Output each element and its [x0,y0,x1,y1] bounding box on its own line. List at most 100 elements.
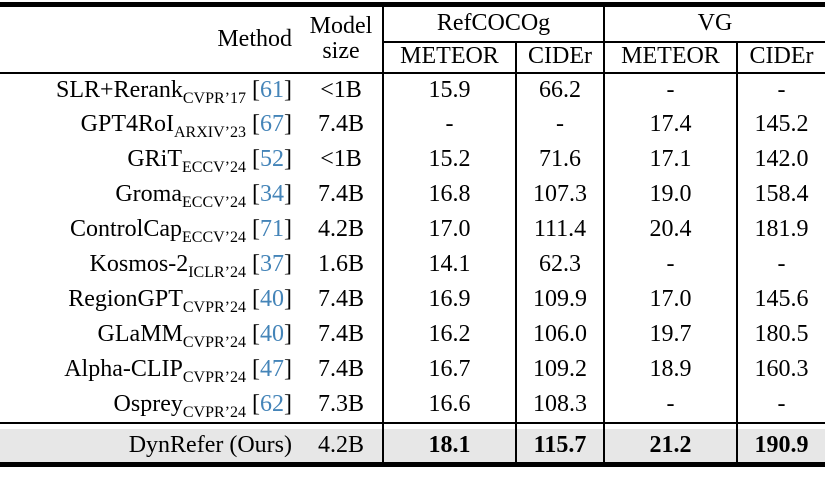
venue-subscript: ECCV’24 [182,159,246,177]
group-header-vg: VG [602,4,825,43]
vg-cider-cell: 181.9 [735,212,825,248]
method-cell: DynRefer (Ours) [0,428,300,465]
ours-row: DynRefer (Ours) 4.2B 18.1 115.7 21.2 190.9 [0,428,825,465]
model-size-cell: 7.4B [317,181,364,208]
model-size-cell: 7.3B [300,387,383,424]
refcocog-meteor-cell: 18.1 [382,428,516,465]
citation-link[interactable]: 62 [260,390,284,417]
table-header: Method Model size RefCOCOg VG METEOR CID… [0,4,825,74]
citation-link[interactable]: 71 [260,216,284,243]
header-metric-row: METEOR CIDEr METEOR CIDEr [0,41,825,74]
venue-subscript: ECCV’24 [182,194,246,212]
method-row: Alpha-CLIPCVPR’24 [47] 7.4B 16.7 109.2 18.9 1… [0,352,825,388]
citation-link[interactable]: 61 [260,76,284,103]
spacer-cell [382,422,516,429]
refcocog-cider-cell: 62.3 [515,247,604,283]
refcocog-meteor-cell: - [382,107,516,143]
vg-meteor-cell: 19.0 [603,177,737,213]
model-size-cell: <1B [320,146,362,173]
vg-meteor-cell: 19.7 [603,317,737,353]
refcocog-meteor-cell: 14.1 [382,247,516,283]
method-row: GLaMMCVPR’24 [40] 7.4B 16.2 106.0 19.7 180.5 [0,317,825,353]
vg-meteor-cell: 17.4 [603,107,737,143]
group-header-refcocog: RefCOCOg [382,4,604,43]
refcocog-cider-cell: 115.7 [515,428,604,465]
citation-link[interactable]: 34 [260,181,284,208]
vg-cider-cell: - [735,72,825,108]
column-header-method: Method [0,4,300,74]
vg-meteor-cell: - [603,247,737,283]
refcocog-cider-cell: 109.9 [515,282,604,318]
model-size-cell: 7.4B [317,111,364,138]
citation-link[interactable]: 37 [260,251,284,278]
column-header-vg-cider: CIDEr [735,41,825,74]
refcocog-meteor-cell: 15.2 [382,142,516,178]
spacer-cell [603,422,737,429]
venue-subscript: CVPR’24 [182,299,246,317]
header-group-row: Method Model size RefCOCOg VG [0,4,825,74]
vg-cider-cell: 145.6 [735,282,825,318]
vg-cider-cell: 190.9 [735,428,825,465]
column-header-refcocog-meteor: METEOR [382,41,516,74]
vg-meteor-cell: 21.2 [603,428,737,465]
column-header-vg-meteor: METEOR [603,41,737,74]
refcocog-meteor-cell: 16.2 [382,317,516,353]
results-table: Method Model size RefCOCOg VG METEOR CID… [0,2,825,467]
paper-table: Method Model size RefCOCOg VG METEOR CID… [0,2,825,467]
refcocog-cider-cell: 107.3 [515,177,604,213]
model-size-cell: 4.2B [300,428,383,465]
model-size-cell: 7.4B [317,356,364,383]
citation-link[interactable]: 47 [260,356,284,383]
refcocog-meteor-cell: 16.9 [382,282,516,318]
refcocog-meteor-cell: 17.0 [382,212,516,248]
refcocog-cider-cell: 106.0 [515,317,604,353]
model-size-cell: 4.2B [317,216,364,243]
vg-cider-cell: - [735,247,825,283]
method-cell: ControlCapECCV’24 [71] [70,216,292,247]
spacer-cell [515,422,604,429]
refcocog-meteor-cell: 16.6 [382,387,516,424]
method-cell: OspreyCVPR’24 [62] [0,387,300,424]
vg-cider-cell: 160.3 [735,352,825,388]
method-cell: GPT4RoIARXIV’23 [67] [80,111,292,142]
model-size-cell: 7.4B [317,321,364,348]
model-size-cell: <1B [320,76,362,103]
column-header-refcocog-cider: CIDEr [515,41,604,74]
method-cell: RegionGPTCVPR’24 [40] [68,286,292,317]
citation-link[interactable]: 40 [260,321,284,348]
method-row: Kosmos-2ICLR’24 [37] 1.6B 14.1 62.3- - [0,247,825,283]
refcocog-meteor-cell: 16.7 [382,352,516,388]
vg-meteor-cell: 17.1 [603,142,737,178]
method-cell: SLR+RerankCVPR’17 [61] [56,76,292,107]
method-cell: Kosmos-2ICLR’24 [37] [89,251,292,282]
venue-subscript: ICLR’24 [188,264,246,282]
method-row: RegionGPTCVPR’24 [40] 7.4B 16.9 109.9 17.0 14… [0,282,825,318]
model-size-cell: 7.4B [317,286,364,313]
refcocog-cider-cell: 109.2 [515,352,604,388]
venue-subscript: CVPR’17 [182,89,246,107]
refcocog-cider-cell: 111.4 [515,212,604,248]
vg-meteor-cell: 20.4 [603,212,737,248]
model-size-line1: Model [309,13,373,40]
refcocog-cider-cell: - [515,107,604,143]
venue-subscript: CVPR’24 [182,369,246,387]
venue-subscript: CVPR’24 [182,334,246,352]
refcocog-cider-cell: 71.6 [515,142,604,178]
vg-cider-cell: 142.0 [735,142,825,178]
vg-cider-cell: 180.5 [735,317,825,353]
column-header-model-size: Model size [300,4,383,74]
vg-meteor-cell: - [603,72,737,108]
method-row: SLR+RerankCVPR’17 [61] <1B 15.9 66.2- - [0,72,825,108]
method-cell: GLaMMCVPR’24 [40] [97,321,292,352]
method-row: GRiTECCV’24 [52] <1B 15.2 71.6 17.1 142.0 [0,142,825,178]
method-row: ControlCapECCV’24 [71] 4.2B 17.0 111.4 20.4 1… [0,212,825,248]
vg-meteor-cell: 17.0 [603,282,737,318]
venue-subscript: ECCV’24 [182,229,246,247]
refcocog-meteor-cell: 15.9 [382,72,516,108]
citation-link[interactable]: 40 [260,286,284,313]
vg-cider-cell: - [735,387,825,424]
citation-link[interactable]: 52 [260,146,284,173]
citation-link[interactable]: 67 [260,111,284,138]
method-cell: GromaECCV’24 [34] [115,181,292,212]
refcocog-cider-cell: 66.2 [515,72,604,108]
